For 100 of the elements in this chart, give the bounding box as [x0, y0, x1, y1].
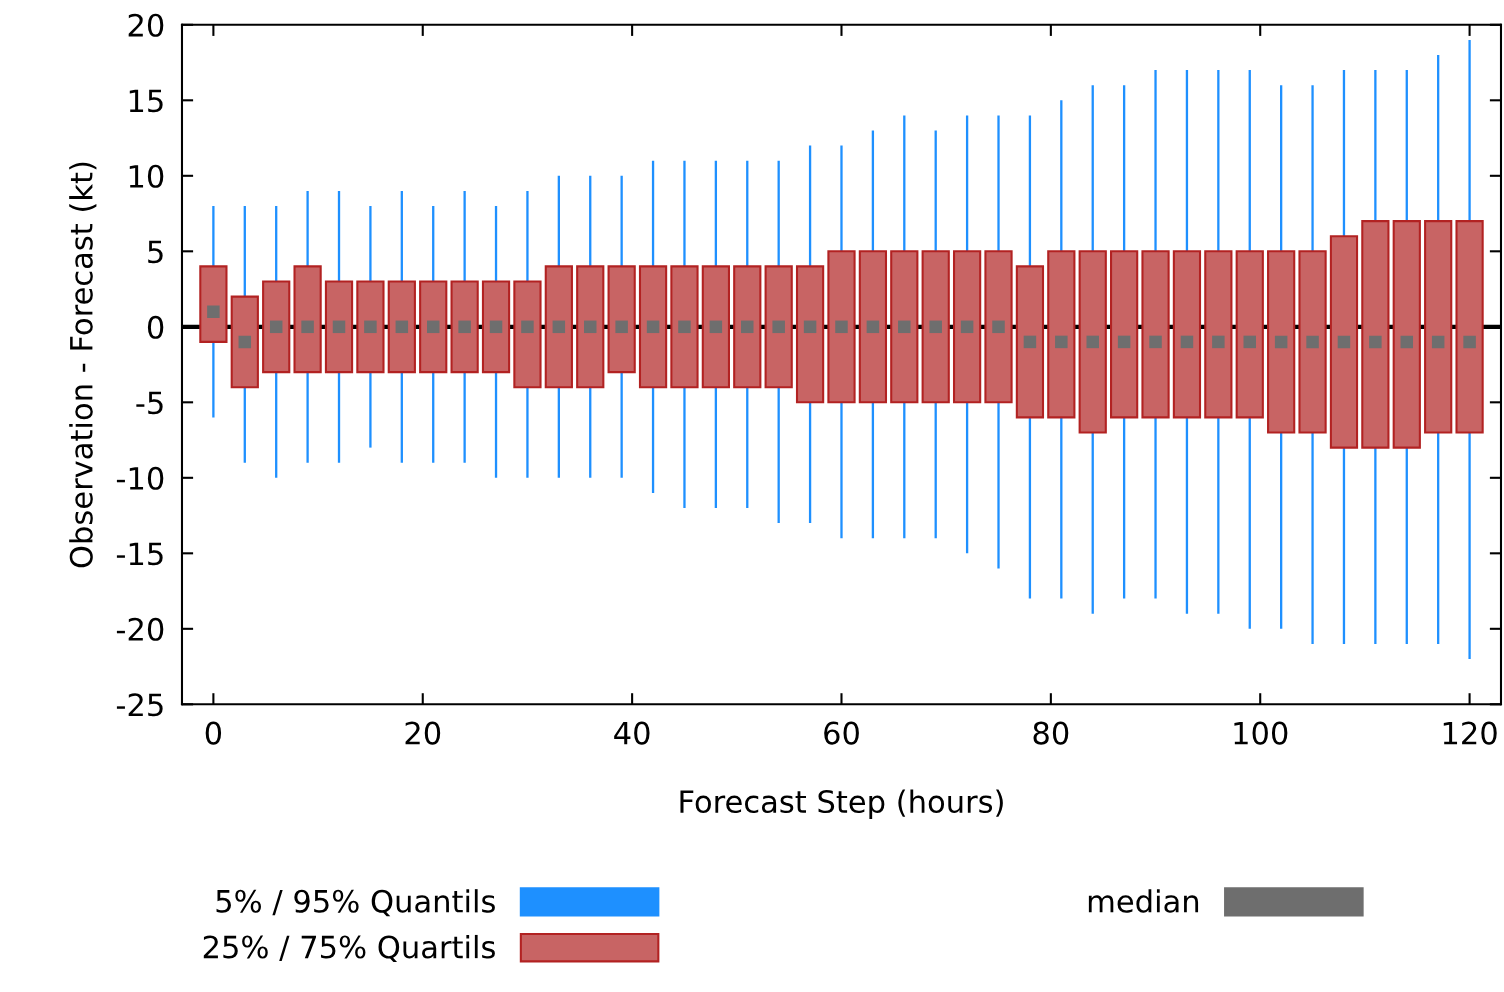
point [646, 320, 660, 334]
point [1086, 335, 1099, 349]
bar [1455, 220, 1484, 434]
bar [1110, 250, 1139, 419]
point [992, 320, 1005, 334]
bar [1172, 250, 1202, 419]
point [1180, 335, 1194, 349]
y-tick-label: -10 [116, 466, 164, 490]
bar [450, 280, 479, 374]
y-tick-label: -5 [136, 391, 163, 415]
bar [1141, 250, 1170, 419]
bar [921, 250, 950, 404]
point [238, 335, 252, 349]
bar [199, 265, 228, 343]
y-tick-label: 15 [129, 89, 163, 113]
bar [324, 280, 354, 374]
bar [827, 250, 856, 404]
bar [890, 250, 919, 404]
point [1337, 335, 1351, 349]
point [772, 320, 785, 334]
bar [1392, 220, 1421, 449]
bar [1267, 250, 1296, 434]
y-tick-label: 5 [148, 240, 163, 264]
bar [701, 265, 730, 389]
bar [513, 280, 542, 389]
bar [419, 280, 448, 374]
point [678, 320, 691, 334]
point [584, 320, 597, 334]
bar [1078, 250, 1107, 434]
point [709, 320, 723, 334]
point [1431, 335, 1445, 349]
point [1023, 335, 1037, 349]
y-tick-label: -15 [116, 542, 163, 566]
legend-label: 5% / 95% Quantils [216, 889, 495, 917]
y-tick-label: -25 [116, 693, 163, 717]
point [458, 320, 471, 334]
bar [1329, 235, 1359, 449]
point [1117, 335, 1131, 349]
bar [293, 265, 322, 374]
bar [764, 265, 793, 389]
bar [858, 250, 888, 404]
point [489, 320, 503, 334]
point [332, 320, 346, 334]
point [521, 320, 534, 334]
point [426, 320, 440, 334]
y-tick-label: 0 [147, 315, 164, 339]
point [960, 320, 974, 334]
y-axis-title: Observation - Forecast (kt) [69, 162, 97, 568]
x-axis-title: Forecast Step (hours) [680, 789, 1003, 820]
x-tick-label: 80 [1033, 721, 1069, 745]
legend-label: median [1088, 889, 1199, 913]
bar [1298, 250, 1327, 434]
bar [262, 280, 291, 374]
bar [1047, 250, 1076, 419]
point [866, 320, 880, 334]
bar [481, 280, 511, 374]
y-tick-label: -20 [116, 617, 164, 641]
x-tick-label: 40 [614, 721, 650, 745]
bar [1424, 220, 1453, 434]
x-tick-label: 20 [405, 721, 441, 745]
x-tick-label: 60 [824, 721, 859, 745]
point [1306, 335, 1319, 349]
bar [576, 265, 605, 389]
point [803, 320, 817, 334]
bar [230, 295, 259, 389]
bar [952, 250, 982, 404]
bar [1361, 220, 1390, 449]
bar [795, 265, 825, 404]
bar [544, 265, 573, 389]
point [929, 320, 942, 334]
bar [607, 265, 636, 374]
point [1243, 335, 1256, 349]
point [898, 320, 911, 334]
bar [984, 250, 1013, 404]
y-tick-label: 20 [128, 13, 164, 37]
y-tick-label: 10 [129, 164, 164, 188]
point [395, 320, 409, 334]
x-tick-label: 100 [1234, 721, 1288, 745]
bar [387, 280, 416, 374]
point [1055, 335, 1068, 349]
point [207, 305, 220, 318]
point [1369, 335, 1382, 349]
point [1274, 335, 1288, 349]
x-tick-label: 0 [205, 721, 222, 745]
bar [1235, 250, 1264, 419]
point [1212, 335, 1225, 349]
legend-label: 25% / 75% Quartils [203, 934, 495, 963]
bar [670, 265, 699, 389]
point [364, 320, 377, 334]
point [1149, 335, 1162, 349]
point [301, 320, 314, 334]
bar [1204, 250, 1233, 419]
point [1463, 335, 1476, 349]
x-tick-label: 120 [1443, 721, 1497, 745]
point [741, 320, 754, 334]
bar [356, 280, 385, 374]
point [615, 320, 628, 334]
point [269, 320, 283, 334]
bar [638, 265, 668, 389]
bar [733, 265, 762, 389]
